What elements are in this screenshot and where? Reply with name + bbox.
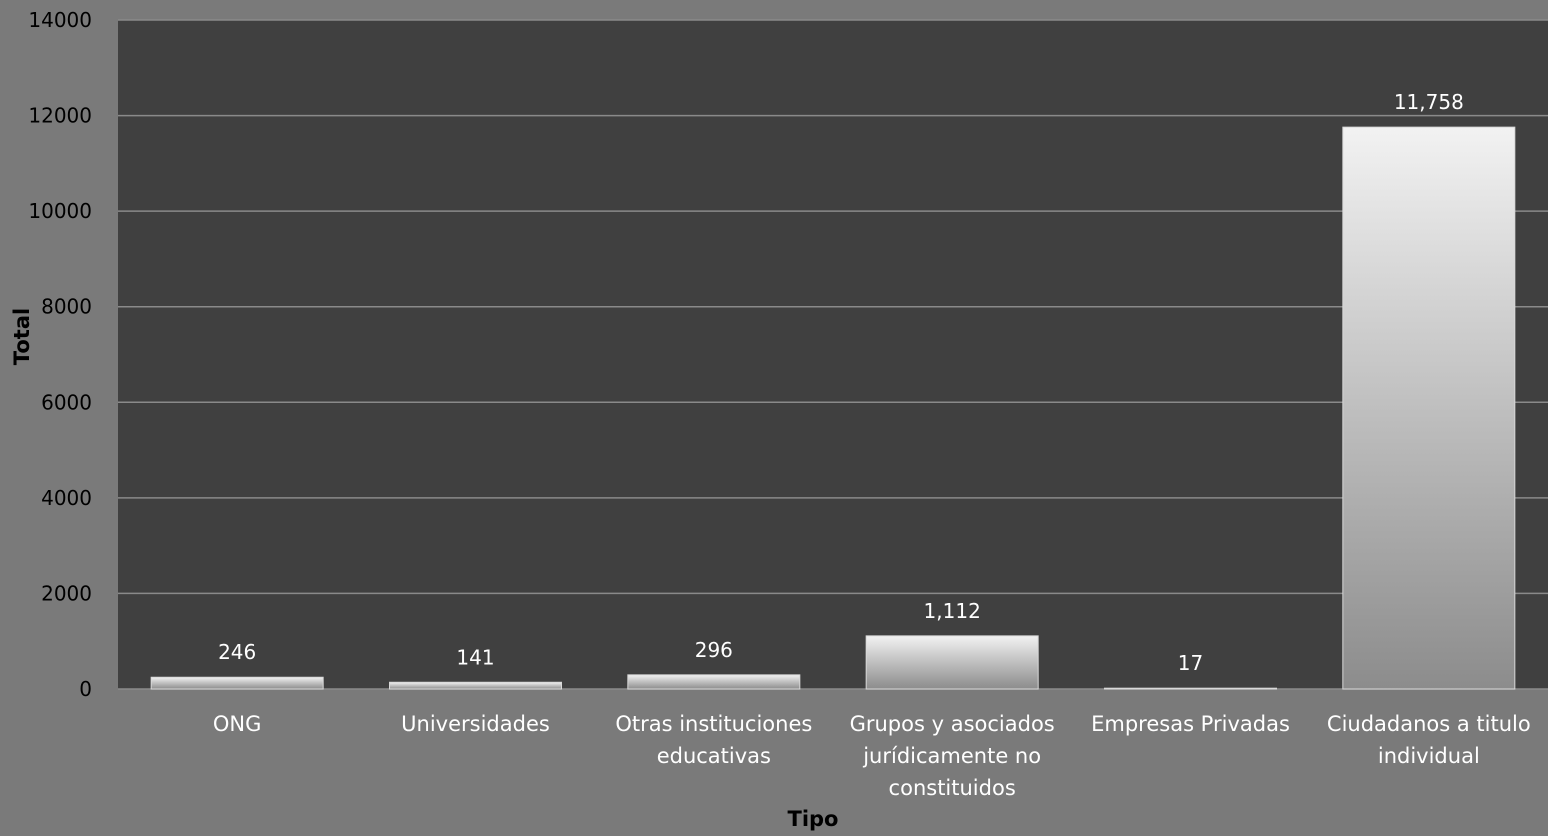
category-label: Ciudadanos a titulo individual — [1327, 712, 1531, 768]
category-labels: ONG Universidades Otras instituciones educa… — [213, 712, 1531, 800]
category-label: Grupos y asociados jurídicamente no consti… — [850, 712, 1055, 800]
category-label: Empresas Privadas — [1091, 712, 1290, 736]
y-tick-label: 12000 — [28, 104, 92, 128]
category-label: Universidades — [401, 712, 550, 736]
data-labels: 246 141 296 1,112 17 11,758 — [218, 90, 1464, 675]
data-label: 17 — [1178, 651, 1203, 675]
bars — [150, 126, 1516, 690]
bar — [1104, 687, 1277, 690]
y-tick-label: 8000 — [41, 295, 92, 319]
y-tick-label: 6000 — [41, 390, 92, 414]
category-label: Otras instituciones educativas — [615, 712, 812, 768]
bar — [1342, 126, 1516, 690]
bar — [865, 635, 1039, 690]
data-label: 141 — [456, 645, 494, 669]
y-axis-ticks: 0 2000 4000 6000 8000 10000 12000 14000 — [28, 8, 92, 701]
y-axis-title: Total — [10, 308, 34, 365]
plot-area — [118, 20, 1548, 689]
category-label: ONG — [213, 712, 262, 736]
bar — [627, 674, 801, 690]
y-tick-label: 4000 — [41, 486, 92, 510]
y-tick-label: 0 — [79, 677, 92, 701]
y-tick-label: 10000 — [28, 199, 92, 223]
x-axis-title: Tipo — [788, 807, 839, 831]
data-label: 11,758 — [1394, 90, 1464, 114]
bar — [389, 681, 562, 690]
data-label: 296 — [695, 638, 733, 662]
y-tick-label: 2000 — [41, 581, 92, 605]
bar — [150, 676, 324, 690]
data-label: 1,112 — [924, 599, 981, 623]
data-label: 246 — [218, 640, 256, 664]
gridlines — [118, 19, 1548, 690]
y-tick-label: 14000 — [28, 8, 92, 32]
